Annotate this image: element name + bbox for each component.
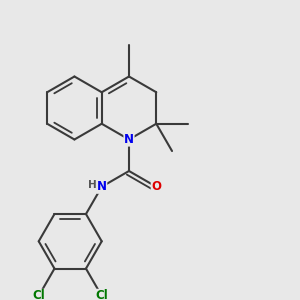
Text: O: O (151, 180, 161, 193)
Text: Cl: Cl (95, 290, 108, 300)
Text: H: H (88, 180, 97, 190)
Text: N: N (97, 180, 107, 193)
Text: Cl: Cl (32, 290, 45, 300)
Text: N: N (124, 133, 134, 146)
